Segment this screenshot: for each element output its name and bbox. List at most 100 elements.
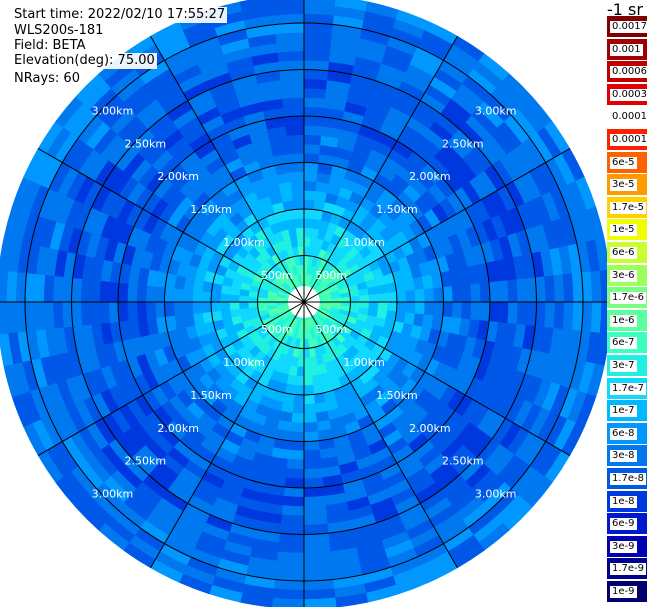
colorbar-label: 6e-9 [610,518,637,531]
beta-cell [294,217,305,229]
beta-cell [288,440,305,452]
colorbar-unit: -1 sr [607,0,643,19]
beta-cell [303,505,327,517]
colorbar-label: 1e-8 [610,495,637,508]
beta-cell [310,365,320,377]
beta-cell [303,588,336,600]
beta-cell [281,87,305,99]
beta-cell [377,292,389,303]
polar-grid [0,0,607,607]
radial-line [150,301,305,569]
elevation-text: Elevation(deg): 75.00 [12,53,157,69]
range-label: 2.00km [157,422,199,435]
beta-cell [340,296,351,303]
beta-cell [303,514,328,526]
beta-cell [359,294,370,303]
beta-cell [303,486,325,498]
beta-cell [247,301,259,309]
colorbar-label: 1e-9 [610,586,637,598]
colorbar-label: 1.7e-7 [610,382,647,395]
beta-cell [303,560,333,573]
beta-cell [117,282,129,303]
radial-line [37,148,305,303]
beta-cell [303,190,316,201]
colorbar-label: 0.0001 [610,134,647,146]
beta-cell [126,283,138,303]
beta-cell [599,269,607,303]
beta-cell [145,301,157,319]
beta-cell [303,162,319,173]
beta-cell [287,143,305,155]
field-text: Field: BETA [12,38,88,54]
beta-cell [303,87,327,99]
beta-cell [303,394,316,405]
beta-cell [405,301,416,314]
beta-cell [562,301,575,331]
beta-cell [201,290,212,303]
beta-cell [288,152,305,164]
beta-cell [303,338,310,349]
range-label: 1.00km [223,236,265,249]
beta-cell [571,301,584,332]
beta-cell [182,289,194,303]
colorbar-label: 3e-5 [610,179,637,192]
beta-cell [303,458,322,470]
beta-cell [283,106,305,118]
colorbar-label: 1e-7 [610,405,637,418]
beta-cell [89,301,101,325]
beta-cell [276,41,305,53]
beta-cell [164,301,175,317]
beta-cell [303,523,329,535]
beta-cell [367,286,379,296]
beta-cell [286,134,305,146]
radial-line [303,35,458,303]
beta-cell [599,301,607,335]
range-label: 2.00km [409,422,451,435]
beta-cell [303,449,321,461]
beta-cell [80,278,92,303]
beta-cell [290,421,305,433]
beta-cell [303,41,332,53]
beta-cell [6,270,18,303]
beta-cell [303,106,325,118]
beta-cell [590,270,602,303]
beta-cell [303,412,317,424]
beta-cell [303,384,315,396]
beta-cell [275,560,305,573]
beta-cell [99,280,111,303]
beta-cell [229,293,240,303]
beta-cell [277,50,305,62]
beta-cell [303,597,337,607]
range-label: 3.00km [92,488,134,501]
radial-line [150,35,305,303]
beta-cell [210,301,222,313]
radial-line [303,301,458,569]
beta-cell [451,285,463,303]
beta-cell [276,551,305,563]
range-label: 2.50km [442,455,484,468]
beta-cell [423,301,435,316]
beta-cell [295,227,305,238]
colorbar-label: 0.00017 [610,111,647,124]
beta-cell [488,281,500,303]
beta-cell [220,309,232,320]
beta-cell [294,375,305,387]
beta-cell [292,190,305,201]
beta-cell [219,292,231,303]
beta-cell [442,301,454,318]
beta-cell [277,542,305,554]
beta-cell [303,124,323,136]
range-label: 1.50km [376,389,418,402]
beta-cell [295,366,305,377]
range-label: 2.50km [124,455,166,468]
beta-cell [303,50,331,62]
beta-cell [0,332,14,367]
beta-cell [266,301,277,307]
beta-cell [303,69,329,81]
beta-cell [274,569,305,582]
beta-cell [108,301,120,323]
beta-cell [192,301,203,314]
beta-cell [292,199,305,210]
beta-cell [303,31,333,44]
radial-line [303,301,571,456]
